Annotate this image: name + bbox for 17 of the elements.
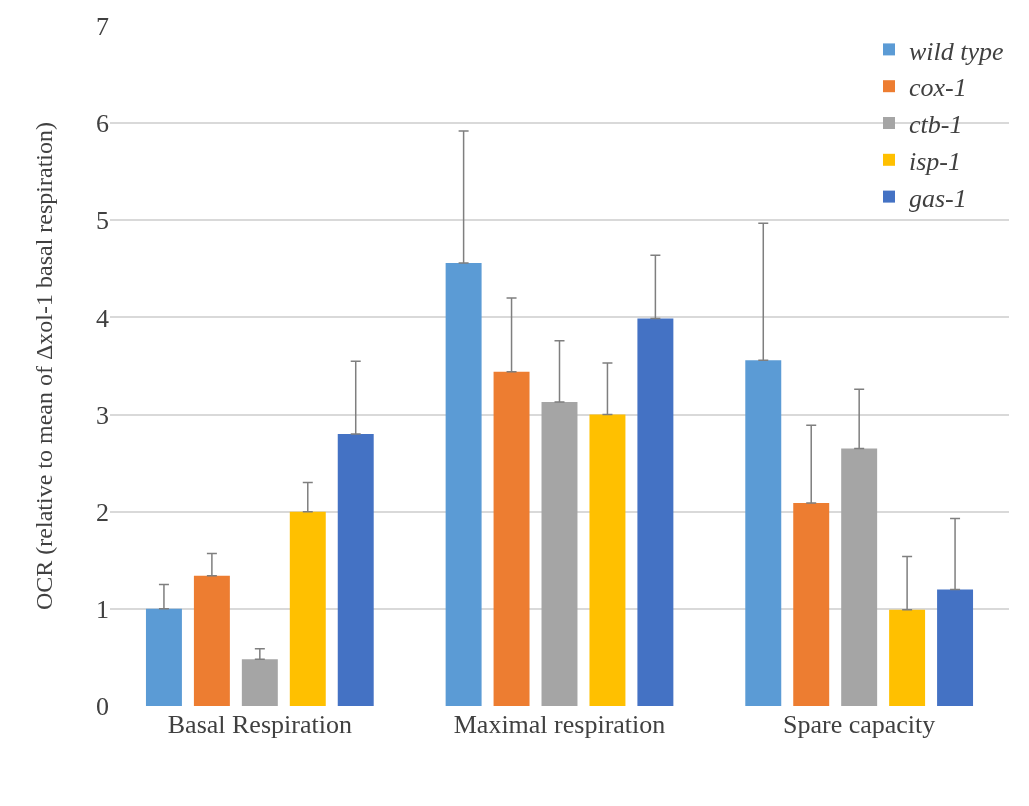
- y-tick-label: 5: [96, 206, 109, 236]
- y-axis-title: OCR (relative to mean of Δxol-1 basal respiration): [31, 122, 57, 610]
- legend-label: isp-1: [909, 146, 961, 176]
- x-tick-label: Basal Respiration: [167, 710, 352, 739]
- y-tick-label: 7: [96, 12, 109, 42]
- y-tick-label: 1: [96, 594, 109, 624]
- y-tick-label: 6: [96, 109, 109, 139]
- x-tick-label: Spare capacity: [783, 710, 936, 739]
- legend-label: wild type: [909, 36, 1004, 66]
- y-tick-label: 4: [96, 303, 109, 333]
- legend-label: cox-1: [909, 73, 967, 103]
- legend-label: ctb-1: [909, 110, 963, 140]
- y-tick-label: 0: [96, 692, 109, 722]
- x-tick-label: Maximal respiration: [453, 710, 666, 739]
- legend-label: gas-1: [909, 183, 967, 213]
- y-tick-label: 2: [96, 497, 109, 527]
- y-tick-label: 3: [96, 400, 109, 430]
